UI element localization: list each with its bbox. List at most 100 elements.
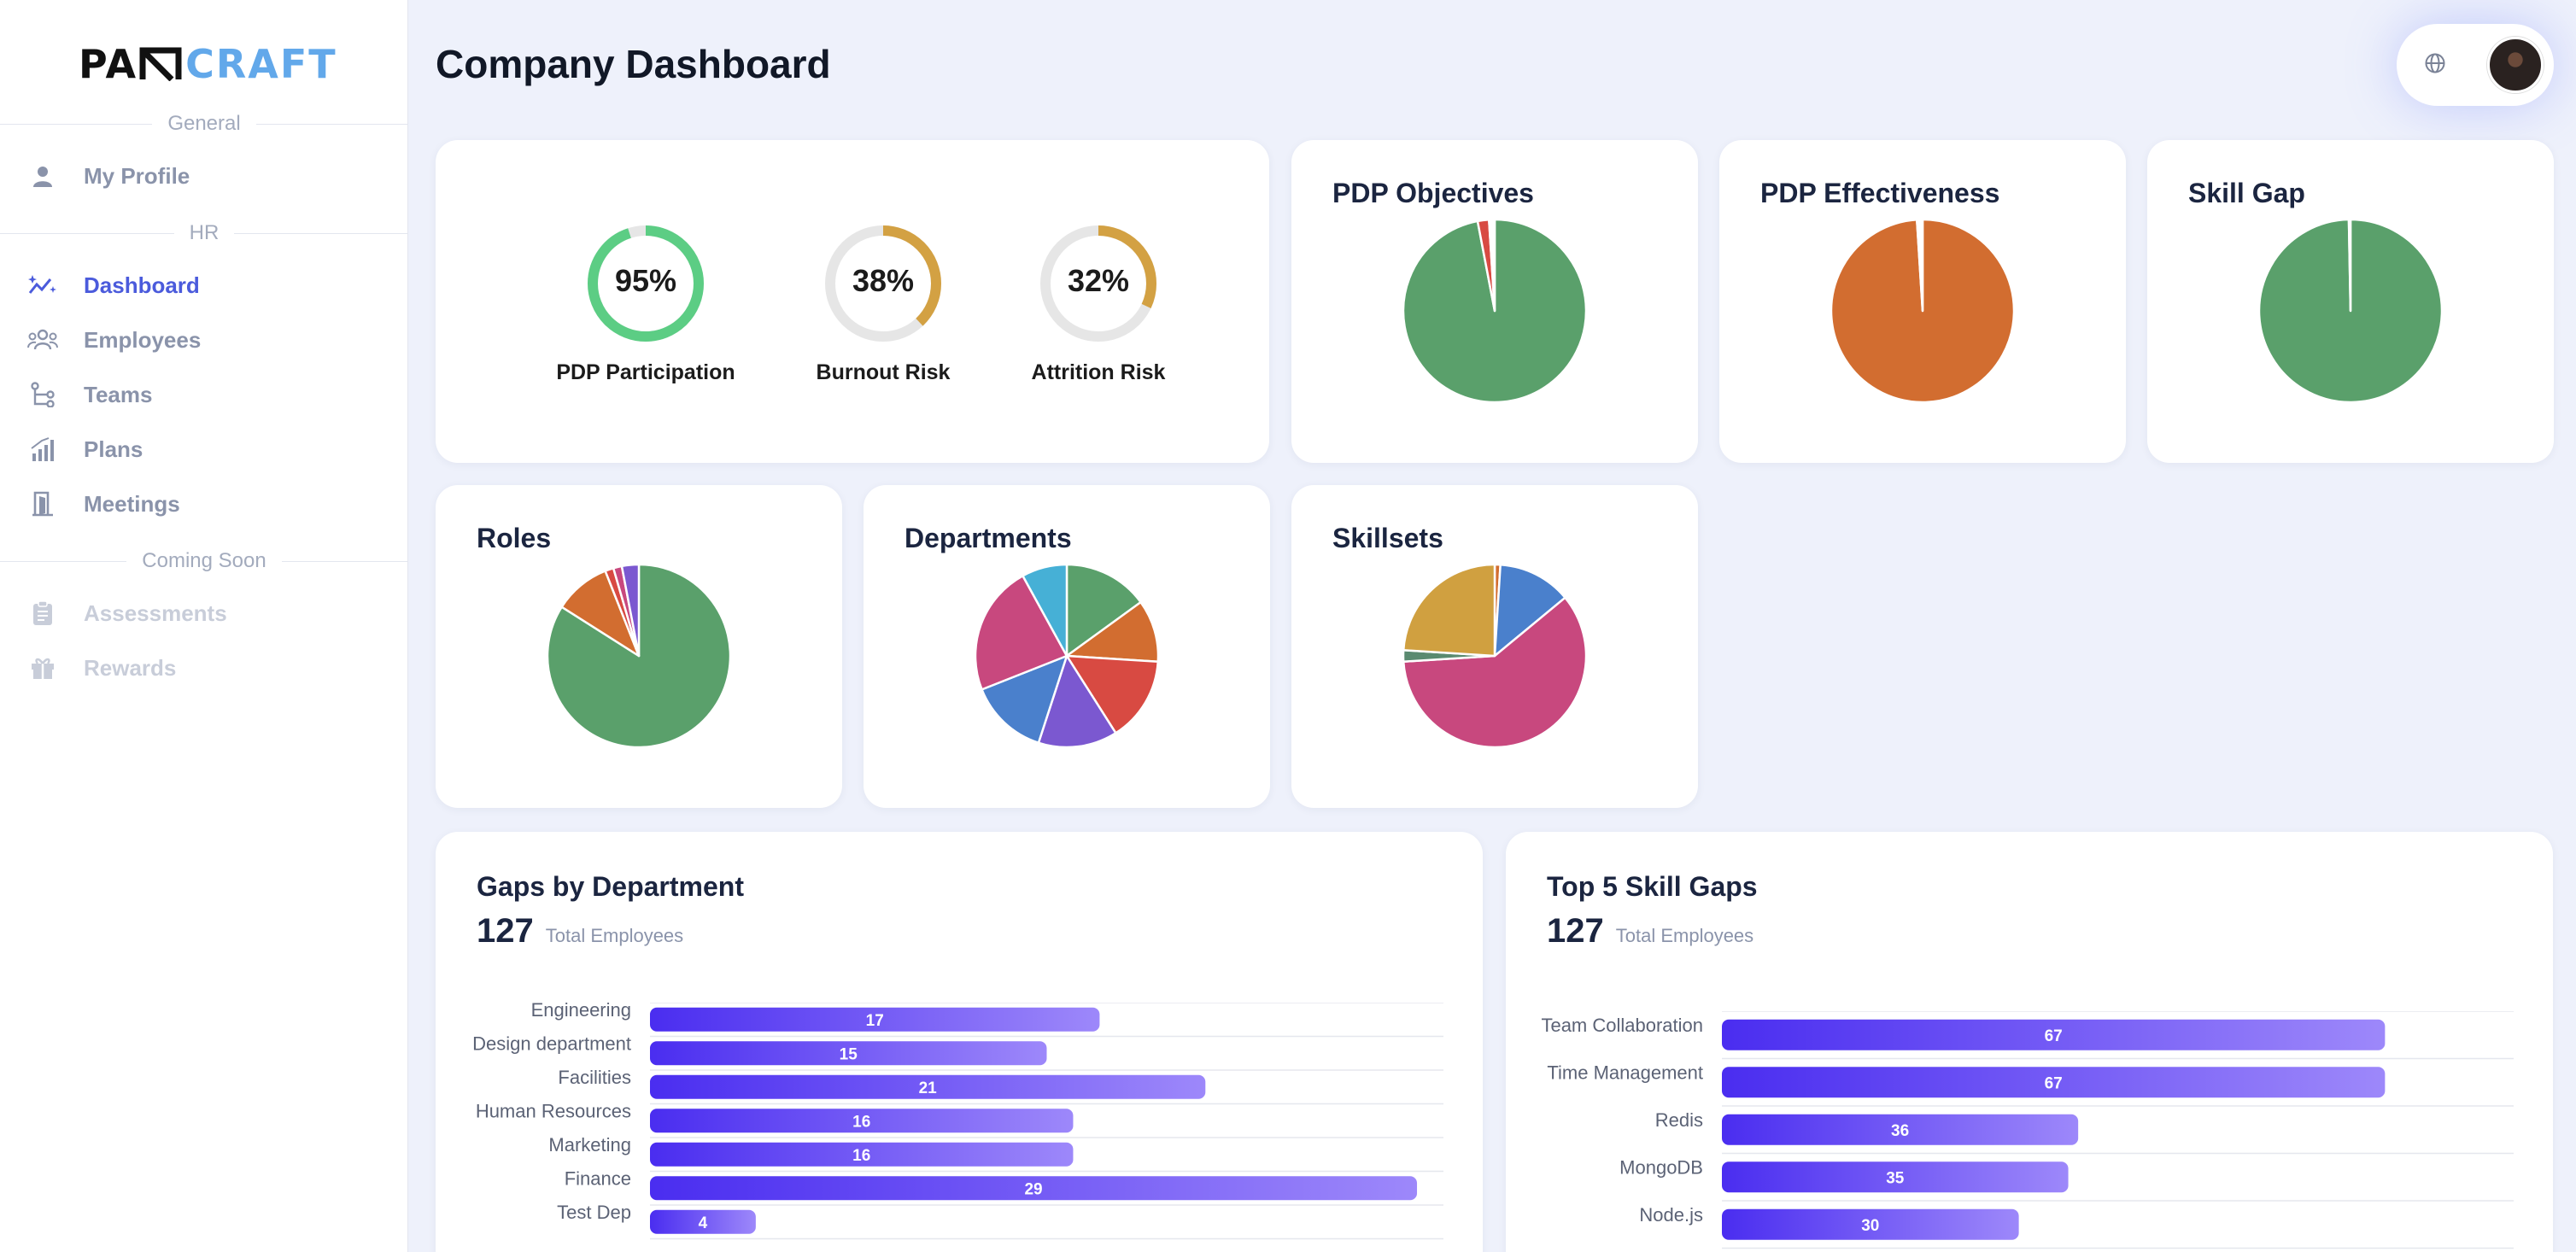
gauge-value: 95% — [614, 263, 677, 298]
sidebar-item-label: Dashboard — [84, 272, 200, 298]
sidebar-item-employees[interactable]: Employees — [0, 314, 408, 366]
pie-slice[interactable] — [2347, 219, 2352, 313]
bar[interactable] — [650, 1041, 1047, 1066]
section-hr: HR — [0, 216, 409, 250]
bar[interactable] — [650, 1142, 1074, 1167]
page-title: Company Dashboard — [436, 42, 831, 86]
bar-value-label: 30 — [1861, 1217, 1879, 1235]
pie-slice[interactable] — [1402, 564, 1496, 658]
pdp-objectives-card: PDP Objectives — [1291, 140, 1698, 463]
skillsets-pie[interactable] — [1402, 564, 1587, 748]
card-title: PDP Objectives — [1332, 178, 1534, 208]
pie-slice[interactable] — [1065, 654, 1159, 734]
gauge-progress-arc — [1040, 225, 1156, 342]
pie-slice[interactable] — [1402, 596, 1587, 748]
pie-slice[interactable] — [981, 654, 1068, 745]
pie-slice[interactable] — [975, 574, 1068, 691]
category-label: Design department — [472, 1033, 631, 1054]
category-label: Time Management — [1547, 1062, 1703, 1083]
bar-value-label: 16 — [852, 1113, 870, 1131]
bar[interactable] — [650, 1176, 1418, 1201]
card-title: Top 5 Skill Gaps — [1547, 871, 1758, 902]
sidebar-item-label: Teams — [84, 381, 153, 407]
pie-slice[interactable] — [620, 564, 641, 658]
bar[interactable] — [650, 1109, 1074, 1133]
logo-text-blue: CRAFT — [185, 41, 337, 87]
bar[interactable] — [1722, 1067, 2386, 1098]
pie-slice[interactable] — [547, 564, 731, 748]
avatar[interactable] — [2487, 37, 2544, 93]
door-icon — [27, 489, 58, 519]
sidebar-item-label: Assessments — [84, 600, 227, 626]
bar-value-label: 16 — [852, 1147, 870, 1165]
logo-arrow-glyph — [139, 47, 182, 82]
category-label: Node.js — [1639, 1204, 1703, 1226]
pie-slice[interactable] — [1065, 564, 1142, 658]
bar[interactable] — [650, 1074, 1206, 1099]
card-title: Roles — [477, 523, 552, 553]
bar-value-label: 67 — [2045, 1074, 2063, 1092]
gaps-by-department-chart: Engineering 17 Design department 15 Faciliti… — [472, 1003, 1443, 1240]
sidebar-item-plans[interactable]: Plans — [0, 424, 408, 475]
bar-value-label: 67 — [2045, 1027, 2063, 1045]
bar[interactable] — [1722, 1019, 2386, 1050]
bar[interactable] — [1722, 1208, 2019, 1240]
sidebar-item-dashboard[interactable]: Dashboard — [0, 260, 408, 311]
category-label: Marketing — [548, 1134, 631, 1155]
globe-icon[interactable] — [2424, 52, 2446, 79]
pdp-objectives-pie[interactable] — [1402, 219, 1587, 403]
bar-value-label: 35 — [1886, 1169, 1905, 1187]
bar-value-label: 4 — [699, 1214, 708, 1232]
gauge-label: Burnout Risk — [816, 360, 951, 384]
pie-slice[interactable] — [1037, 654, 1117, 748]
pie-slice[interactable] — [1065, 600, 1159, 663]
bar-trend-icon — [27, 434, 58, 465]
sidebar-item-label: Plans — [84, 436, 143, 462]
pie-slice[interactable] — [1493, 564, 1566, 658]
card-title: Skill Gap — [2188, 178, 2305, 208]
bar[interactable] — [650, 1007, 1100, 1032]
pdp-effectiveness-pie[interactable] — [1830, 219, 2015, 403]
roles-pie[interactable] — [547, 564, 731, 748]
departments-pie[interactable] — [975, 564, 1159, 748]
top-skill-gaps-card: Top 5 Skill Gaps 127 Total Employees Tea… — [1506, 832, 2553, 1252]
total-label: Total Employees — [545, 925, 684, 946]
logo-text-dark: PA — [79, 41, 138, 87]
gift-icon — [27, 652, 58, 683]
pathcraft-logo[interactable]: PA CRAFT — [79, 41, 337, 87]
user-menu[interactable] — [2397, 24, 2554, 106]
category-label: Engineering — [531, 1003, 631, 1021]
hierarchy-icon — [27, 379, 58, 410]
gauge-label: PDP Participation — [556, 360, 735, 384]
category-label: Test Dep — [557, 1202, 631, 1223]
sparkle-chart-icon — [27, 270, 58, 301]
sidebar-item-assessments[interactable]: Assessments — [0, 588, 408, 639]
section-general: General — [0, 107, 409, 141]
gauge-attrition-risk: 32% Attrition Risk — [987, 222, 1209, 385]
pie-slice[interactable] — [1916, 219, 1924, 313]
total-count: 127 — [477, 912, 534, 950]
gauge-label: Attrition Risk — [1031, 360, 1166, 384]
sidebar-item-meetings[interactable]: Meetings — [0, 478, 408, 529]
bar[interactable] — [650, 1209, 756, 1234]
bar-value-label: 17 — [866, 1012, 884, 1030]
card-title: Skillsets — [1332, 523, 1443, 553]
pie-slice[interactable] — [1488, 219, 1496, 313]
gauge-ring — [825, 225, 941, 342]
sidebar-item-label: Employees — [84, 326, 202, 353]
pie-slice[interactable] — [1022, 564, 1068, 658]
gauge-pdp-participation: 95% PDP Participation — [535, 222, 757, 385]
bar[interactable] — [1722, 1114, 2079, 1145]
sidebar-item-label: My Profile — [84, 162, 190, 189]
bar[interactable] — [1722, 1161, 2069, 1193]
category-label: Team Collaboration — [1541, 1015, 1703, 1036]
kpi-card: 95% PDP Participation 38% Burnout Risk 3… — [436, 140, 1269, 463]
sidebar-item-my-profile[interactable]: My Profile — [0, 150, 408, 202]
gauge-burnout-risk: 38% Burnout Risk — [772, 222, 994, 385]
sidebar-item-rewards[interactable]: Rewards — [0, 642, 408, 693]
skill-gap-pie[interactable] — [2258, 219, 2443, 403]
card-title: Gaps by Department — [477, 871, 744, 902]
total-employees: 127 Total Employees — [1547, 912, 1753, 951]
total-employees: 127 Total Employees — [477, 912, 683, 951]
sidebar-item-teams[interactable]: Teams — [0, 369, 408, 420]
